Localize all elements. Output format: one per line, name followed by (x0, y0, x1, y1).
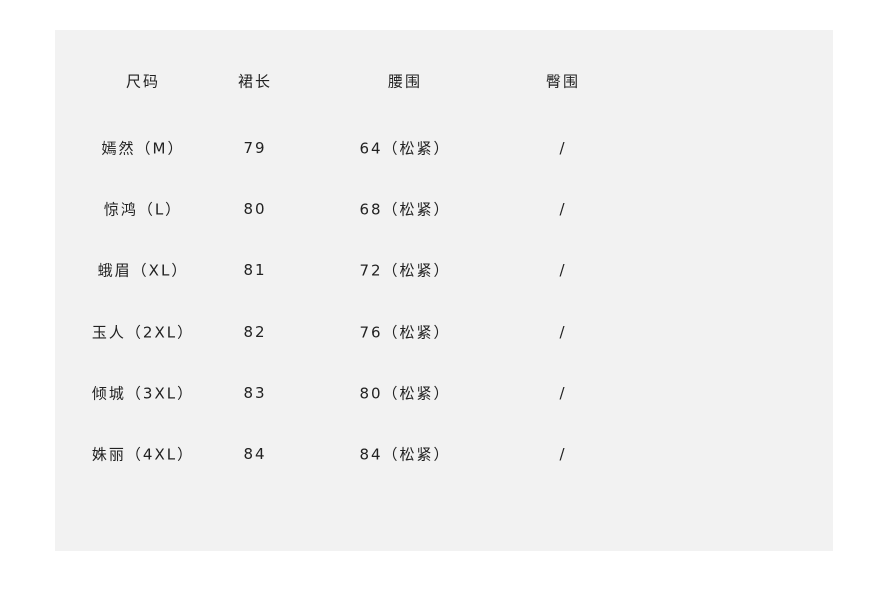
size-cell: 姝丽（4XL） (91, 445, 195, 464)
length-cell: 81 (243, 261, 267, 279)
size-cell: 嫣然（M） (101, 139, 185, 158)
length-cell: 82 (243, 323, 267, 341)
size-cell: 倾城（3XL） (91, 384, 195, 403)
length-cell: 79 (243, 139, 267, 157)
size-chart-panel (55, 30, 833, 551)
hip-cell: / (559, 261, 567, 279)
hip-cell: / (559, 200, 567, 218)
size-cell: 玉人（2XL） (91, 323, 195, 342)
length-cell: 80 (243, 200, 267, 218)
header-length: 裙长 (237, 72, 273, 91)
waist-cell: 76（松紧） (359, 323, 451, 342)
hip-cell: / (559, 384, 567, 402)
hip-cell: / (559, 323, 567, 341)
waist-cell: 80（松紧） (359, 384, 451, 403)
size-cell: 惊鸿（L） (103, 200, 183, 219)
length-cell: 84 (243, 445, 267, 463)
header-hip: 臀围 (545, 72, 581, 91)
header-waist: 腰围 (387, 72, 423, 91)
size-cell: 蛾眉（XL） (97, 261, 189, 280)
hip-cell: / (559, 139, 567, 157)
hip-cell: / (559, 445, 567, 463)
waist-cell: 84（松紧） (359, 445, 451, 464)
header-size: 尺码 (125, 72, 161, 91)
waist-cell: 64（松紧） (359, 139, 451, 158)
waist-cell: 68（松紧） (359, 200, 451, 219)
length-cell: 83 (243, 384, 267, 402)
waist-cell: 72（松紧） (359, 261, 451, 280)
